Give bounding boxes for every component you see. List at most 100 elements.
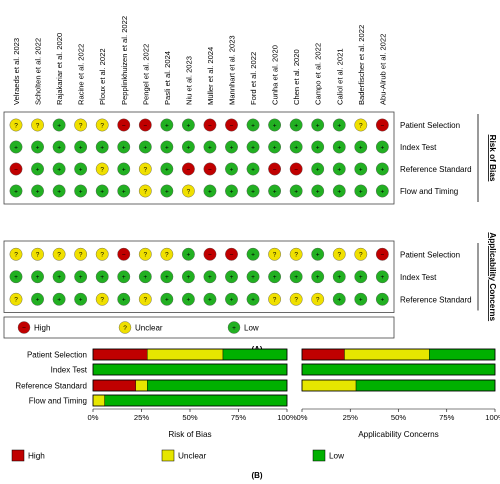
bar-segment-unclear [147,348,224,361]
judgement-dot-unclear [95,162,109,176]
judgement-symbol: + [273,274,277,281]
x-tick-label: 75% [231,413,246,422]
judgement-symbol: + [230,274,234,281]
judgement-dot-low [225,162,238,176]
judgement-symbol: + [337,297,341,304]
judgement-dot-low [332,292,346,306]
judgement-dot-high [289,162,303,176]
judgement-symbol: ? [79,252,83,259]
judgement-dot-high [181,162,195,176]
judgement-dot-low [311,247,325,261]
bar-outline [301,348,496,361]
judgement-symbol: − [230,252,234,259]
judgement-dot-unclear [95,247,109,261]
judgement-symbol: + [165,188,169,195]
judgement-dot-low [246,162,260,176]
grid-frame-rob [3,111,395,205]
judgement-symbol: − [208,166,212,173]
legend-label-high: High [34,324,50,333]
legend-dot-high [17,321,31,334]
judgement-dot-low [52,184,66,198]
legend-label-low: Low [329,452,344,461]
judgement-symbol: + [380,188,384,195]
judgement-symbol: ? [14,297,18,304]
judgement-symbol: ? [100,166,104,173]
judgement-symbol: + [100,144,104,151]
judgement-symbol: + [294,274,298,281]
domain-label: Flow and Timing [400,187,458,196]
judgement-dot-low [268,184,281,198]
judgement-dot-low [354,162,368,176]
judgement-dot-low [311,140,325,154]
judgement-dot-low [181,118,195,132]
judgement-symbol: + [230,297,234,304]
bar-outline [92,363,288,376]
group-label: Applicability Concerns [488,232,497,321]
judgement-symbol: − [208,122,212,129]
judgement-dot-low [138,140,152,154]
x-tick-label: 100% [277,413,297,422]
judgement-dot-low [160,184,174,198]
judgement-symbol: + [122,144,126,151]
judgement-symbol: + [316,188,320,195]
judgement-dot-low [9,184,23,198]
judgement-dot-low [160,292,174,306]
judgement-symbol: + [122,166,126,173]
judgement-dot-unclear [138,292,152,306]
grid-frame-app [3,240,395,313]
legend-symbol: ? [123,325,127,332]
judgement-symbol: + [79,144,83,151]
bar-segment-low [222,348,288,361]
judgement-dot-low [52,162,66,176]
judgement-symbol: + [337,166,341,173]
judgement-dot-high [375,247,389,261]
judgement-dot-low [225,270,238,284]
judgement-dot-low [117,162,131,176]
judgement-dot-low [117,184,131,198]
judgement-symbol: − [380,252,384,259]
judgement-symbol: + [79,188,83,195]
judgement-dot-low [332,162,346,176]
judgement-dot-low [246,270,260,284]
judgement-symbol: + [143,144,147,151]
judgement-symbol: + [187,252,191,259]
judgement-dot-low [203,292,217,306]
x-tick-label: 50% [182,413,197,422]
judgement-symbol: + [79,274,83,281]
judgement-dot-unclear [332,247,346,261]
judgement-dot-low [311,184,325,198]
study-label: Baderfischer et al. 2022 [357,25,366,105]
judgement-dot-low [203,184,217,198]
study-label: Velraeds et al. 2023 [12,38,21,105]
judgement-symbol: ? [359,122,363,129]
judgement-symbol: + [380,297,384,304]
judgement-dot-low [138,270,152,284]
judgement-symbol: ? [100,297,104,304]
judgement-dot-low [246,140,260,154]
judgement-symbol: + [337,144,341,151]
bar-segment-low [301,363,496,376]
judgement-dot-high [203,247,217,261]
bar-outline [301,379,496,392]
judgement-symbol: + [165,274,169,281]
judgement-symbol: ? [57,252,61,259]
judgement-dot-low [268,270,281,284]
judgement-dot-low [354,270,368,284]
judgement-dot-unclear [95,292,109,306]
legend-label-high: High [28,452,45,461]
judgement-symbol: + [380,144,384,151]
judgement-dot-low [354,184,368,198]
judgement-dot-low [311,118,325,132]
judgement-dot-low [311,162,325,176]
judgement-dot-low [354,140,368,154]
judgement-symbol: + [57,144,61,151]
judgement-dot-low [95,270,109,284]
judgement-symbol: ? [143,297,147,304]
judgement-symbol: + [337,274,341,281]
judgement-symbol: + [57,297,61,304]
judgement-symbol: + [251,274,255,281]
judgement-symbol: + [208,297,212,304]
judgement-symbol: ? [337,252,341,259]
judgement-symbol: − [122,122,126,129]
